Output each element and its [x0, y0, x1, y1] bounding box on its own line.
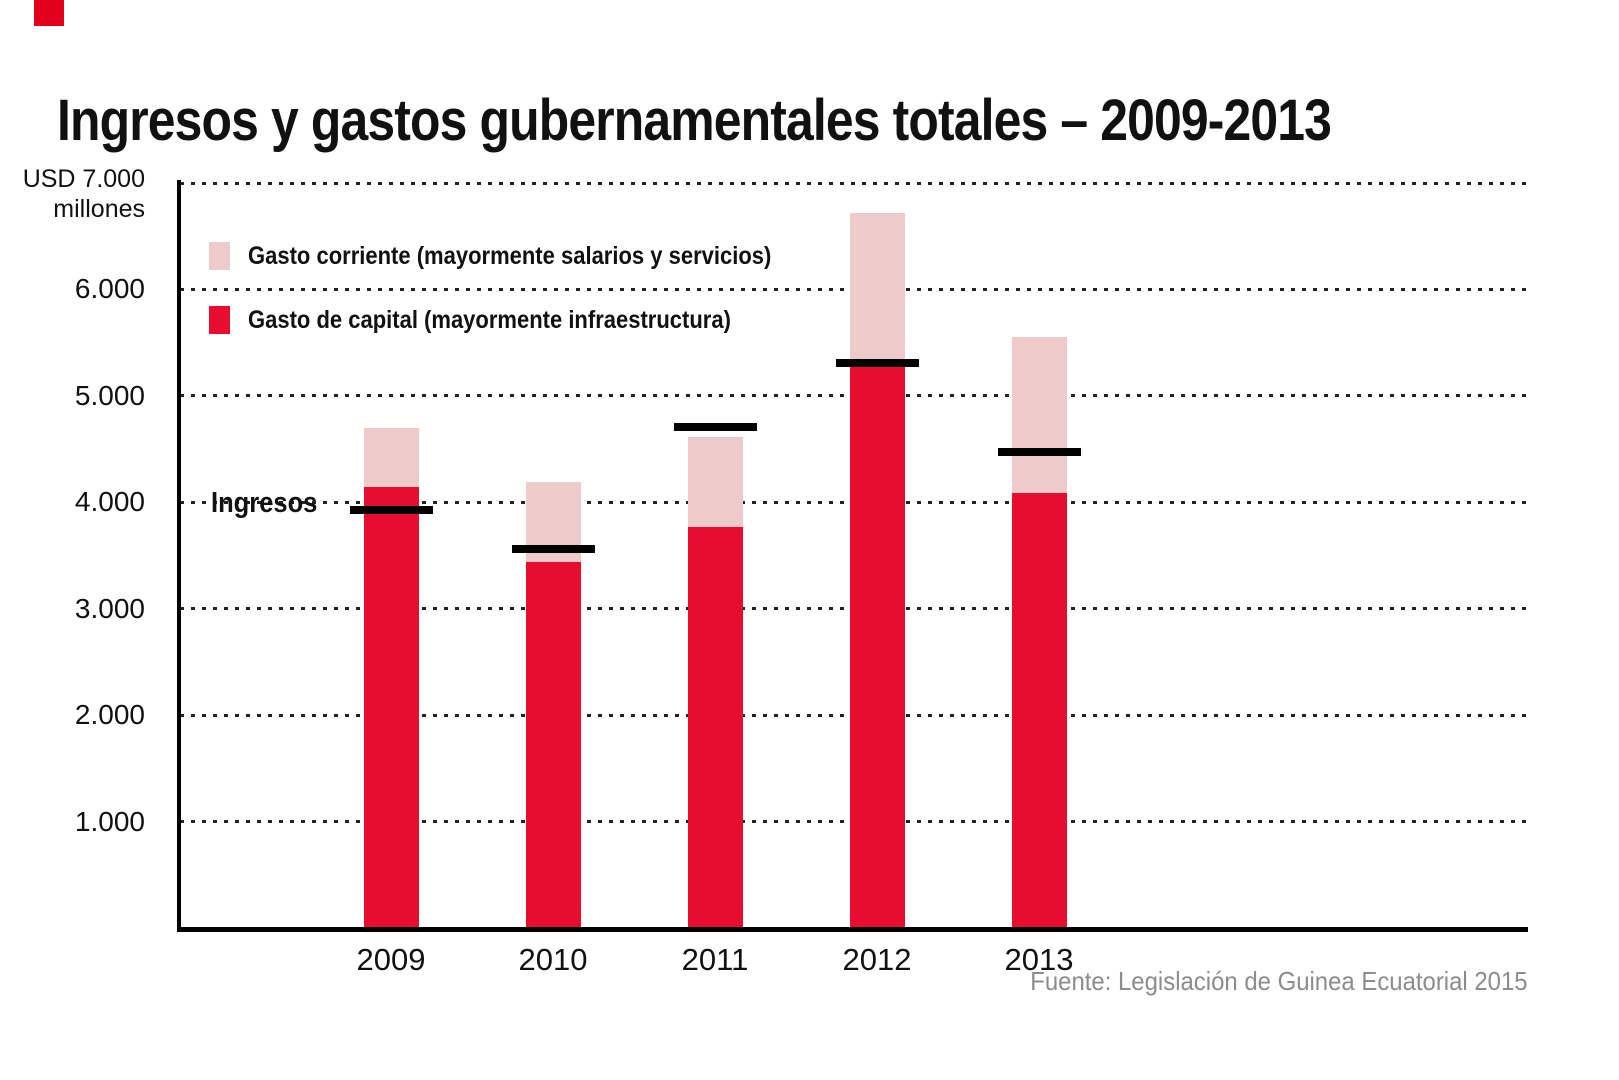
y-tick-5000: 5.000 [74, 379, 145, 411]
legend-item-capital: Gasto de capital (mayormente infraestruc… [209, 306, 797, 335]
ingresos-label: Ingresos [211, 487, 318, 519]
y-axis-line [177, 180, 181, 932]
bar-2013-capital [1011, 492, 1067, 928]
brand-red-mark [34, 0, 64, 26]
x-label-2010: 2010 [518, 942, 588, 977]
x-label-2009: 2009 [356, 942, 426, 977]
y-tick-6000: 6.000 [74, 273, 145, 305]
income-line-2013 [997, 448, 1081, 457]
x-label-2011: 2011 [681, 942, 749, 977]
y-axis-unit-line1: USD 7.000 [22, 165, 145, 193]
bar-2013-corriente [1011, 337, 1067, 493]
bar-2012-capital [849, 367, 905, 928]
bar-2011-capital [687, 526, 743, 928]
legend-swatch-corriente [209, 242, 230, 270]
legend-item-corriente: Gasto corriente (mayormente salarios y s… [209, 242, 843, 271]
income-line-2012 [835, 358, 919, 367]
x-axis-line [177, 927, 1528, 932]
income-line-2010 [511, 545, 595, 554]
y-axis-unit-line2: millones [53, 195, 145, 223]
y-tick-3000: 3.000 [74, 592, 145, 624]
y-tick-1000: 1.000 [74, 805, 145, 837]
x-label-2013: 2013 [1004, 942, 1074, 977]
legend-label: Gasto de capital (mayormente infraestruc… [248, 306, 731, 334]
source-text: Fuente: Legislación de Guinea Ecuatorial… [1030, 966, 1528, 996]
bar-2012-corriente [849, 212, 905, 368]
legend-swatch-capital [209, 306, 230, 334]
source-note: Fuente: Legislación de Guinea Ecuatorial… [0, 966, 1528, 996]
bar-2010-capital [525, 561, 581, 928]
y-tick-4000: 4.000 [74, 486, 145, 518]
bar-2009-corriente [363, 427, 419, 488]
y-tick-2000: 2.000 [74, 699, 145, 731]
income-line-2009 [349, 505, 433, 514]
x-label-2012: 2012 [842, 942, 912, 977]
bar-2011-corriente [687, 437, 743, 527]
gridline-7000 [180, 181, 1528, 185]
legend-label: Gasto corriente (mayormente salarios y s… [248, 242, 772, 270]
chart-title: Ingresos y gastos gubernamentales totale… [57, 87, 1332, 153]
income-line-2011 [673, 422, 757, 431]
bar-2009-capital [363, 487, 419, 928]
y-axis-unit-label: USD 7.000 millones [0, 164, 145, 224]
